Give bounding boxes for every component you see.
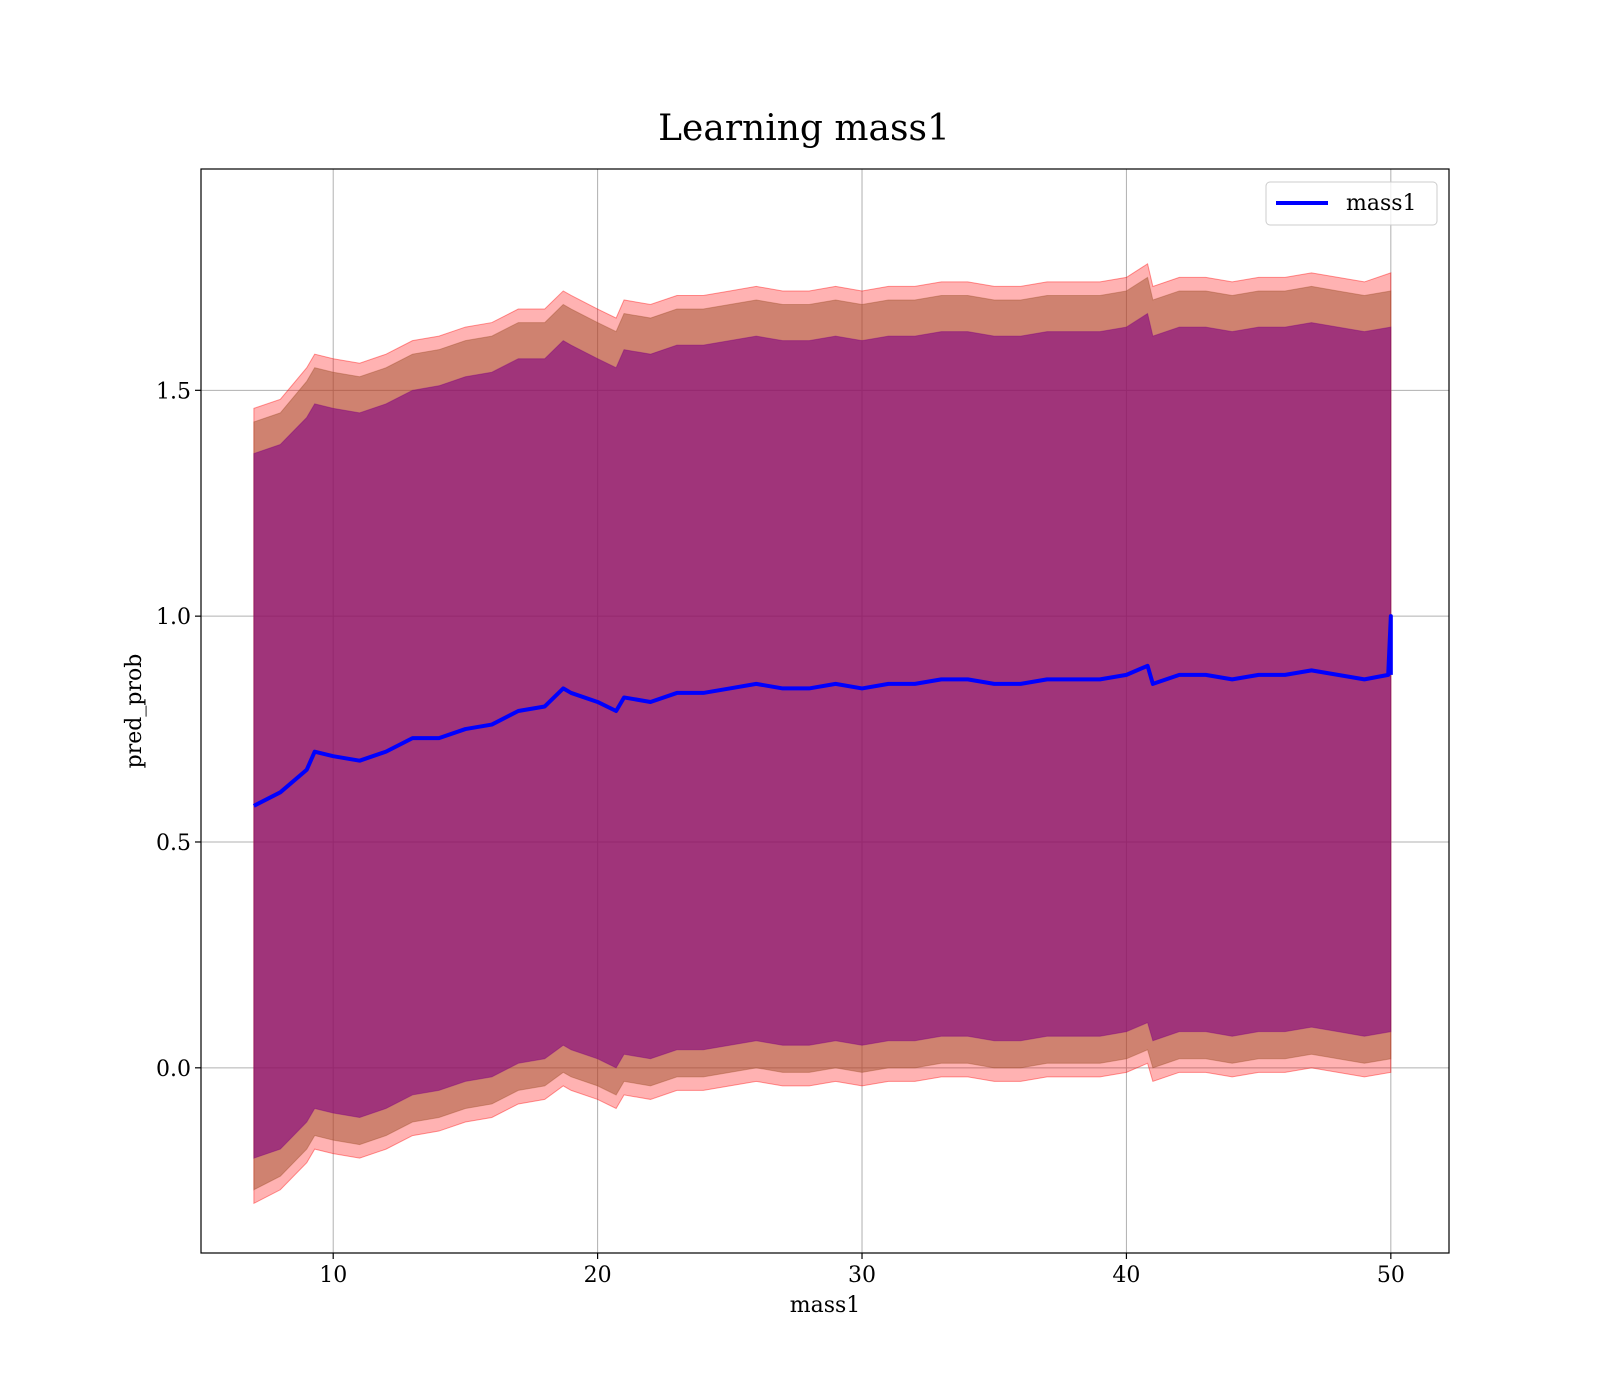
line-layer bbox=[252, 614, 1393, 808]
legend-entry-label: mass1 bbox=[1346, 191, 1417, 216]
band-inner bbox=[253, 312, 1392, 1159]
series-line-0 bbox=[252, 614, 1393, 808]
legend-box bbox=[1265, 181, 1438, 226]
y-axis-ticks: 0.0 0.5 1.0 1.5 bbox=[156, 379, 201, 1082]
x-tick-label-1: 20 bbox=[584, 1263, 612, 1288]
x-tick-label-0: 10 bbox=[319, 1263, 347, 1288]
legend: mass1 bbox=[1265, 181, 1438, 226]
chart-title: Learning mass1 bbox=[658, 108, 950, 149]
band-layer bbox=[253, 263, 1392, 1205]
y-axis-label: pred_prob bbox=[122, 654, 147, 769]
y-tick-label-1: 0.5 bbox=[156, 831, 191, 856]
x-axis-ticks: 10 20 30 40 50 bbox=[319, 1253, 1405, 1288]
x-tick-label-2: 30 bbox=[848, 1263, 876, 1288]
plot-frame bbox=[200, 168, 1450, 1254]
y-tick-label-0: 0.0 bbox=[156, 1057, 191, 1082]
y-tick-label-2: 1.0 bbox=[156, 605, 191, 630]
y-tick-label-3: 1.5 bbox=[156, 379, 191, 404]
x-axis-label: mass1 bbox=[790, 1293, 861, 1318]
x-tick-label-4: 50 bbox=[1377, 1263, 1405, 1288]
x-tick-label-3: 40 bbox=[1112, 1263, 1140, 1288]
